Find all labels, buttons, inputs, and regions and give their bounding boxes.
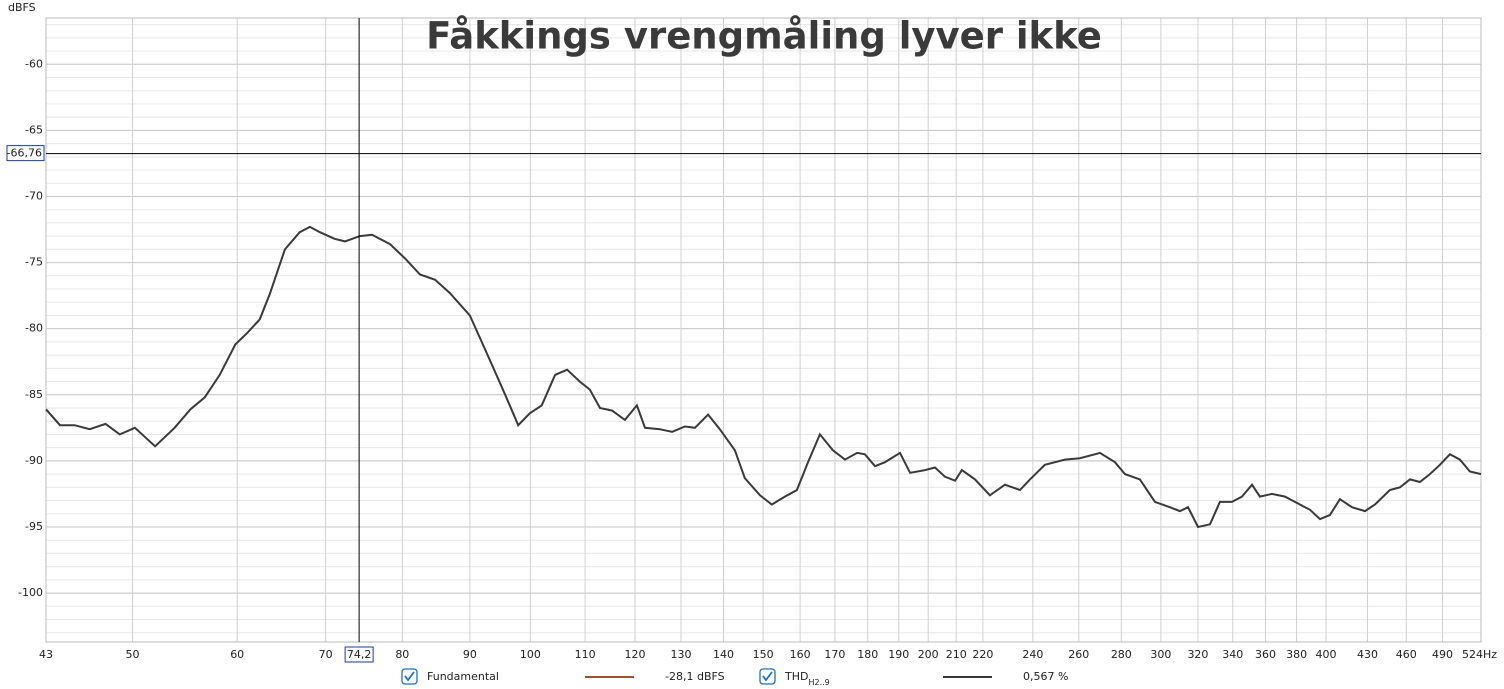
x-tick-label: 90 bbox=[463, 648, 477, 661]
legend-reading: -28,1 dBFS bbox=[665, 670, 725, 683]
cursor-y-label: -66,76 bbox=[7, 147, 42, 160]
x-tick-label: 210 bbox=[946, 648, 967, 661]
checkbox-tick bbox=[762, 671, 773, 682]
legend-name: Fundamental bbox=[427, 670, 499, 683]
x-tick-label: 160 bbox=[790, 648, 811, 661]
y-tick-label: -80 bbox=[25, 322, 43, 335]
x-tick-label: 240 bbox=[1022, 648, 1043, 661]
y-tick-label: -85 bbox=[25, 388, 43, 401]
checkbox[interactable] bbox=[401, 668, 418, 685]
y-tick-label: -100 bbox=[18, 586, 43, 599]
cursor-y-box bbox=[6, 145, 45, 162]
legend-reading: 0,567 % bbox=[1023, 670, 1068, 683]
x-tick-label: 300 bbox=[1150, 648, 1171, 661]
y-tick-label: -95 bbox=[25, 520, 43, 533]
legend-label: THDH2..9 bbox=[784, 670, 830, 687]
x-tick-label: 380 bbox=[1286, 648, 1307, 661]
legend-subscript: H2..9 bbox=[808, 678, 829, 687]
x-tick-label: 400 bbox=[1316, 648, 1337, 661]
x-tick-label: 130 bbox=[670, 648, 691, 661]
x-tick-label: 490 bbox=[1432, 648, 1453, 661]
y-axis-label: dBFS bbox=[8, 1, 36, 14]
y-tick-label: -70 bbox=[25, 189, 43, 202]
x-tick-label: 320 bbox=[1187, 648, 1208, 661]
x-tick-label: 140 bbox=[713, 648, 734, 661]
x-tick-label: 80 bbox=[395, 648, 409, 661]
chart-title: Fåkkings vrengmåling lyver ikke bbox=[426, 15, 1102, 58]
checkbox-box bbox=[759, 668, 776, 685]
x-tick-label: 524Hz bbox=[1462, 648, 1497, 661]
x-tick-label: 190 bbox=[888, 648, 909, 661]
x-tick-label: 100 bbox=[520, 648, 541, 661]
checkbox-box bbox=[401, 668, 418, 685]
legend-name: THD bbox=[784, 670, 808, 683]
x-tick-label: 180 bbox=[857, 648, 878, 661]
checkbox[interactable] bbox=[759, 668, 776, 685]
x-tick-label: 43 bbox=[39, 648, 53, 661]
checkbox-tick bbox=[404, 671, 415, 682]
x-tick-label: 460 bbox=[1396, 648, 1417, 661]
x-tick-label: 280 bbox=[1111, 648, 1132, 661]
y-tick-label: -75 bbox=[25, 256, 43, 269]
x-tick-label: 120 bbox=[625, 648, 646, 661]
x-tick-label: 50 bbox=[126, 648, 140, 661]
x-tick-label: 110 bbox=[575, 648, 596, 661]
cursor-x-box bbox=[344, 646, 374, 663]
x-tick-label: 60 bbox=[230, 648, 244, 661]
data-line bbox=[45, 225, 1482, 529]
x-tick-label: 200 bbox=[918, 648, 939, 661]
x-tick-label: 150 bbox=[753, 648, 774, 661]
legend-label: Fundamental bbox=[427, 670, 499, 683]
x-tick-label: 170 bbox=[824, 648, 845, 661]
x-tick-label: 430 bbox=[1357, 648, 1378, 661]
x-tick-label: 360 bbox=[1255, 648, 1276, 661]
cursor-x-label: 74,2 bbox=[347, 648, 372, 661]
plot-frame bbox=[45, 17, 1482, 643]
y-tick-label: -90 bbox=[25, 454, 43, 467]
y-tick-label: -65 bbox=[25, 123, 43, 136]
x-tick-label: 260 bbox=[1068, 648, 1089, 661]
x-tick-label: 220 bbox=[972, 648, 993, 661]
y-tick-label: -60 bbox=[25, 57, 43, 70]
x-tick-label: 340 bbox=[1222, 648, 1243, 661]
x-tick-label: 70 bbox=[319, 648, 333, 661]
